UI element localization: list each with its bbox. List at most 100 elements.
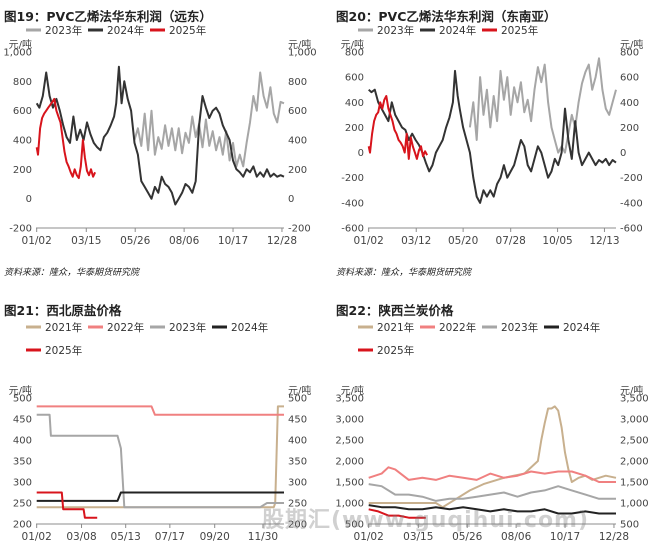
y-tick-label-left: -200 (9, 224, 32, 235)
x-tick-label: 01/02 (354, 235, 384, 247)
chart-title: 图19：PVC乙烯法华东利润（远东） (4, 9, 212, 24)
series-line (36, 413, 284, 509)
chart-title: 图20：PVC乙烯法华东利润（东南亚） (336, 9, 557, 24)
legend-label: 2024年 (231, 321, 268, 334)
x-tick-label: 07/28 (496, 235, 526, 247)
series-line (36, 491, 98, 519)
x-tick-label: 08/06 (169, 235, 200, 247)
y-tick-label-left: -600 (341, 224, 364, 235)
legend-label: 2023年 (169, 321, 206, 334)
y-tick-label-left: 500 (345, 520, 364, 531)
y-axis-unit-left: 元/吨 (341, 38, 364, 51)
y-tick-label-left: 0 (26, 194, 32, 205)
series-line (35, 97, 97, 180)
legend-label: 2024年 (563, 321, 600, 334)
legend-label: 2024年 (439, 24, 476, 37)
source-note: 资料来源：隆众，华泰期货研究院 (336, 268, 472, 278)
x-tick-label: 05/26 (120, 235, 151, 247)
y-tick-label-right: -200 (288, 224, 311, 235)
series-line (368, 504, 616, 515)
y-tick-label-left: 3,500 (335, 394, 364, 405)
legend-label: 2022年 (439, 321, 476, 334)
y-tick-label-left: 200 (13, 520, 32, 531)
y-tick-label-right: 250 (288, 499, 307, 510)
x-tick-label: 05/26 (452, 531, 483, 543)
y-axis-unit-right: 元/吨 (620, 38, 643, 51)
x-tick-label: 09/20 (200, 531, 230, 543)
y-tick-label-left: 250 (13, 499, 32, 510)
y-tick-label-right: 800 (288, 77, 307, 88)
y-tick-label-left: 1,000 (335, 499, 364, 510)
chart-title: 图21：西北原盐价格 (4, 303, 122, 318)
y-tick-label-left: 2,500 (335, 436, 364, 447)
y-tick-label-left: 300 (13, 478, 32, 489)
x-tick-label: 10/17 (550, 531, 580, 543)
y-tick-label-left: 2,000 (335, 457, 364, 468)
y-tick-label-left: 500 (13, 394, 32, 405)
x-tick-label: 07/17 (155, 531, 185, 543)
x-tick-label: 01/02 (22, 235, 52, 247)
series-line (468, 57, 617, 154)
y-tick-label-left: 800 (13, 77, 32, 88)
x-tick-label: 05/13 (111, 531, 141, 543)
y-tick-label-right: 1,000 (288, 48, 317, 59)
legend-label: 2023年 (377, 24, 414, 37)
y-tick-label-right: 400 (288, 436, 307, 447)
y-tick-label-right: 2,000 (620, 457, 649, 468)
y-axis-unit-left: 元/吨 (9, 38, 32, 51)
chart-panel-4: 图22：陕西兰炭价格 2021年 2022年 2023年 2024年 2025年 元/吨 元… (332, 275, 663, 550)
y-tick-label-right: -600 (620, 224, 643, 235)
y-tick-label-right: 800 (620, 48, 639, 59)
chart-panel-2: 图20：PVC乙烯法华东利润（东南亚） 2023年 2024年 2025年 元/吨 元/… (332, 0, 663, 278)
y-tick-label-right: 0 (288, 194, 294, 205)
y-tick-label-left: 1,500 (335, 478, 364, 489)
y-tick-label-right: 350 (288, 457, 307, 468)
legend-label: 2025年 (45, 344, 82, 357)
y-tick-label-left: 800 (345, 48, 364, 59)
y-tick-label-left: -200 (341, 173, 364, 184)
y-tick-label-right: -400 (620, 198, 643, 209)
y-tick-label-right: 200 (288, 520, 307, 531)
x-tick-label: 12/28 (267, 235, 297, 247)
x-tick-label: 03/08 (66, 531, 96, 543)
y-tick-label-right: 0 (620, 148, 626, 159)
y-tick-label-right: 3,000 (620, 415, 649, 426)
series-line (133, 71, 285, 168)
x-tick-label: 08/06 (501, 531, 532, 543)
chart-panel-1: 图19：PVC乙烯法华东利润（远东） 2023年 2024年 2025年 元/吨 元/吨… (0, 0, 331, 278)
y-axis-unit-left: 元/吨 (9, 384, 32, 397)
legend-label: 2021年 (45, 321, 82, 334)
chart-title: 图22：陕西兰炭价格 (336, 303, 454, 318)
y-tick-label-left: 3,000 (335, 415, 364, 426)
y-tick-label-right: 200 (288, 165, 307, 176)
y-tick-label-left: 200 (345, 123, 364, 134)
x-tick-label: 03/15 (403, 531, 433, 543)
y-tick-label-left: 1,000 (3, 48, 32, 59)
y-tick-label-left: 0 (358, 148, 364, 159)
legend-label: 2023年 (501, 321, 538, 334)
y-tick-label-left: 400 (345, 98, 364, 109)
y-tick-label-left: 200 (13, 165, 32, 176)
y-tick-label-right: 400 (288, 136, 307, 147)
legend-label: 2022年 (107, 321, 144, 334)
chart-panel-3: 图21：西北原盐价格 2021年 2022年 2023年 2024年 2025年 元/吨 元… (0, 275, 331, 550)
legend-label: 2023年 (45, 24, 82, 37)
legend-label: 2025年 (169, 24, 206, 37)
y-tick-label-right: 500 (620, 520, 639, 531)
y-axis-unit-right: 元/吨 (288, 38, 311, 51)
x-tick-label: 03/15 (71, 235, 101, 247)
series-line (367, 95, 428, 160)
y-tick-label-left: -400 (341, 198, 364, 209)
y-tick-label-left: 600 (345, 73, 364, 84)
y-tick-label-left: 400 (13, 136, 32, 147)
x-tick-label: 12/13 (589, 235, 619, 247)
y-axis-unit-right: 元/吨 (620, 384, 643, 397)
series-line (36, 491, 284, 502)
y-tick-label-right: 200 (620, 123, 639, 134)
source-note: 资料来源：隆众，华泰期货研究院 (4, 268, 140, 278)
y-tick-label-left: 450 (13, 415, 32, 426)
